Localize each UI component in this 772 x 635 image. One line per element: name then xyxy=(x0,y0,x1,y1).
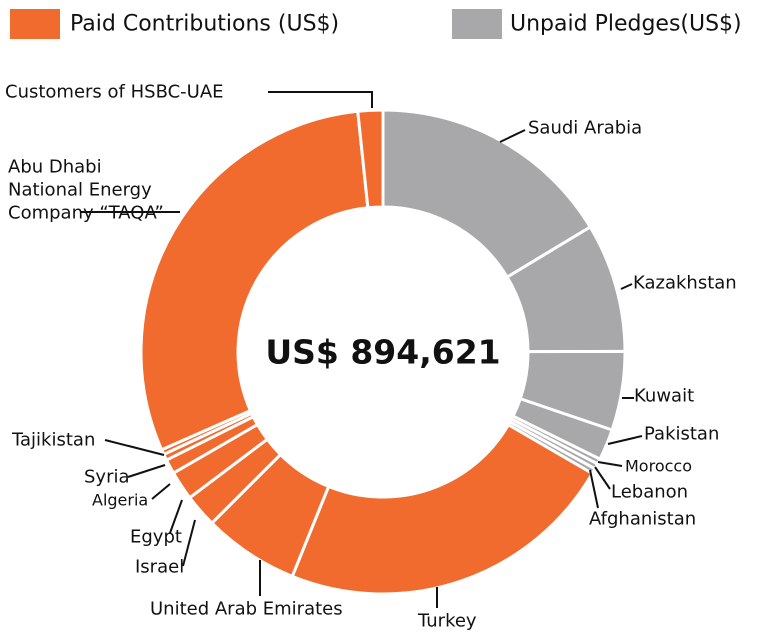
slice-label: Lebanon xyxy=(611,481,689,503)
slice-label: Turkey xyxy=(418,610,477,632)
donut-slice xyxy=(356,108,385,210)
donut-slice xyxy=(381,108,593,280)
slice-label: Tajikistan xyxy=(12,429,96,451)
slice-label: Kuwait xyxy=(634,385,695,407)
leader-line xyxy=(127,464,166,478)
slice-label: Customers of HSBC-UAE xyxy=(5,81,224,103)
slice-label: Abu Dhabi National Energy Company “TAQA” xyxy=(8,156,164,224)
leader-line xyxy=(151,483,171,500)
leader-line xyxy=(594,466,611,490)
slice-label: Afghanistan xyxy=(589,508,697,530)
leader-line xyxy=(620,283,633,290)
slice-label: United Arab Emirates xyxy=(150,598,343,620)
legend-label: Unpaid Pledges(US$) xyxy=(510,11,742,37)
slice-label: Pakistan xyxy=(644,423,720,445)
legend-swatch xyxy=(452,9,502,39)
leader-line xyxy=(499,129,526,143)
leader-line xyxy=(268,91,373,108)
leader-line xyxy=(104,439,165,456)
leader-line xyxy=(182,519,196,567)
legend-label: Paid Contributions (US$) xyxy=(70,11,340,37)
leader-line xyxy=(597,461,623,467)
slice-label: Israel xyxy=(135,556,185,578)
leader-line xyxy=(607,435,643,445)
slice-label: Syria xyxy=(84,466,130,488)
slice-label: Egypt xyxy=(130,526,182,548)
leader-line xyxy=(589,469,599,509)
center-label: US$ 894,621 xyxy=(265,332,501,372)
slice-label: Morocco xyxy=(625,456,692,476)
slice-label: Saudi Arabia xyxy=(528,117,643,139)
leader-line xyxy=(169,499,183,534)
legend-swatch xyxy=(10,9,60,39)
slice-label: Algeria xyxy=(92,490,149,510)
slice-label: Kazakhstan xyxy=(633,272,737,294)
donut-slice xyxy=(139,109,370,452)
donut-slice xyxy=(290,422,595,596)
